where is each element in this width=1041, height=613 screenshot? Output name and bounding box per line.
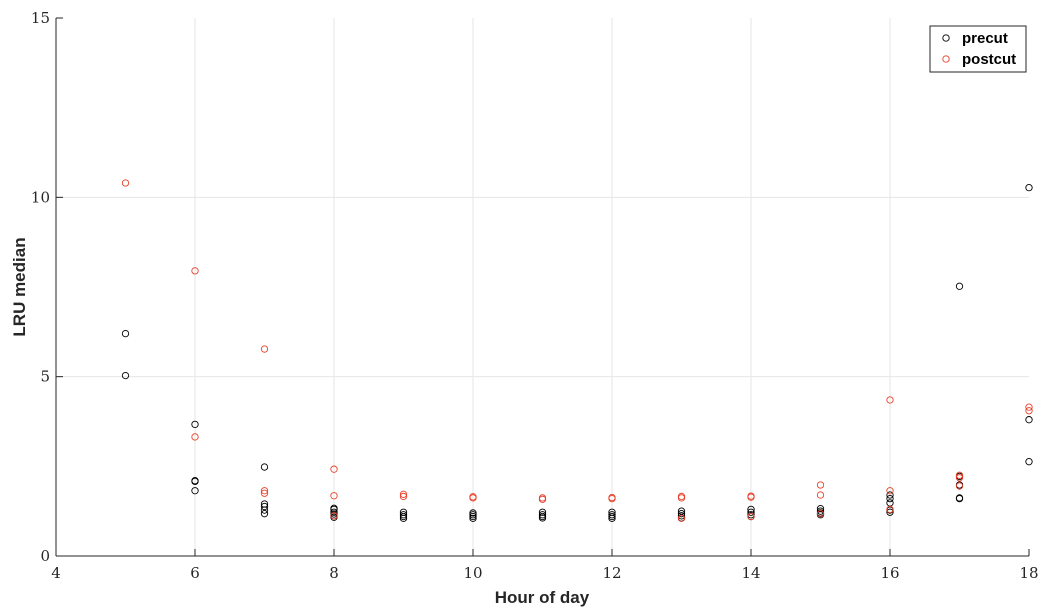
data-point-postcut: [816, 481, 825, 489]
data-point-precut: [121, 371, 130, 380]
data-point-precut: [330, 510, 338, 518]
data-point-precut: [816, 507, 825, 515]
data-point-precut: [955, 282, 964, 290]
data-point-precut: [121, 329, 130, 338]
x-tick-label: 16: [880, 564, 899, 582]
data-point-precut: [538, 511, 547, 519]
legend-marker-precut: [942, 34, 950, 42]
grid-lines: [56, 18, 1029, 556]
data-point-precut: [747, 511, 755, 519]
data-point-postcut: [121, 179, 130, 187]
data-point-postcut: [816, 491, 825, 499]
y-axis-label: LRU median: [10, 237, 29, 336]
data-point-precut: [191, 477, 199, 486]
x-tick-label: 12: [602, 564, 621, 582]
data-points: [121, 179, 1033, 522]
data-point-postcut: [886, 487, 894, 495]
data-point-precut: [677, 510, 686, 518]
x-tick-label: 10: [463, 564, 482, 582]
data-point-precut: [469, 511, 477, 519]
legend-marker-postcut: [942, 55, 950, 63]
data-point-precut: [260, 510, 269, 518]
data-point-precut: [886, 494, 894, 503]
data-point-precut: [747, 505, 755, 514]
y-tick-label: 10: [31, 188, 50, 206]
data-point-precut: [469, 509, 477, 517]
data-point-postcut: [1025, 403, 1033, 411]
data-point-precut: [260, 506, 269, 514]
data-point-postcut: [1025, 407, 1033, 415]
data-point-precut: [399, 512, 408, 521]
data-point-precut: [1025, 458, 1033, 466]
x-axis-ticks: 4 6 8 10 12 14 16 18: [51, 549, 1039, 582]
data-point-precut: [330, 508, 338, 516]
data-point-postcut: [399, 490, 408, 498]
data-point-precut: [955, 494, 964, 503]
data-point-postcut: [677, 514, 686, 522]
data-point-postcut: [955, 482, 964, 490]
data-point-precut: [747, 508, 755, 516]
data-point-postcut: [191, 267, 199, 275]
data-point-postcut: [677, 494, 686, 502]
x-tick-label: 14: [741, 564, 760, 582]
data-point-precut: [399, 514, 408, 522]
data-point-postcut: [191, 433, 199, 441]
data-point-postcut: [816, 510, 825, 518]
data-point-postcut: [886, 396, 894, 404]
data-point-precut: [191, 487, 199, 495]
y-axis-ticks: 0 5 10 15: [31, 9, 63, 565]
data-point-precut: [886, 491, 894, 499]
data-point-precut: [538, 508, 547, 516]
data-point-precut: [886, 508, 894, 516]
data-point-postcut: [330, 492, 338, 500]
x-tick-label: 18: [1019, 564, 1038, 582]
data-point-precut: [260, 502, 269, 511]
axes: [55, 18, 1029, 557]
data-point-postcut: [747, 512, 755, 521]
data-point-postcut: [955, 471, 964, 479]
y-tick-label: 5: [40, 368, 50, 386]
data-point-precut: [677, 512, 686, 520]
series-postcut: [121, 179, 1033, 522]
data-point-postcut: [260, 489, 269, 497]
x-tick-label: 4: [51, 564, 61, 582]
data-point-postcut: [608, 494, 616, 503]
data-point-precut: [608, 512, 616, 521]
legend-label-precut: precut: [962, 30, 1008, 47]
data-point-precut: [260, 463, 269, 471]
y-tick-label: 15: [31, 9, 50, 27]
data-point-postcut: [330, 465, 338, 473]
data-point-precut: [608, 511, 616, 519]
legend-box: [929, 25, 1027, 73]
data-point-postcut: [260, 487, 269, 495]
data-point-precut: [191, 420, 199, 429]
data-point-precut: [1025, 416, 1033, 424]
y-tick-label: 0: [40, 547, 50, 565]
data-point-postcut: [260, 345, 269, 353]
data-point-postcut: [330, 512, 338, 520]
data-point-postcut: [955, 474, 964, 482]
data-point-precut: [399, 511, 408, 519]
legend: precut postcut: [929, 25, 1027, 73]
data-point-postcut: [399, 492, 408, 501]
data-point-precut: [1025, 183, 1033, 192]
data-point-postcut: [469, 494, 477, 502]
data-point-precut: [469, 512, 477, 521]
data-point-precut: [608, 514, 616, 522]
data-point-precut: [538, 514, 547, 522]
x-tick-label: 8: [329, 564, 339, 582]
data-point-postcut: [747, 493, 755, 501]
data-point-precut: [469, 514, 477, 522]
x-axis-label: Hour of day: [495, 588, 590, 607]
data-point-postcut: [886, 505, 894, 514]
data-point-postcut: [538, 495, 547, 503]
plot-background: [56, 18, 1029, 556]
legend-label-postcut: postcut: [962, 51, 1016, 68]
x-tick-label: 6: [190, 564, 200, 582]
